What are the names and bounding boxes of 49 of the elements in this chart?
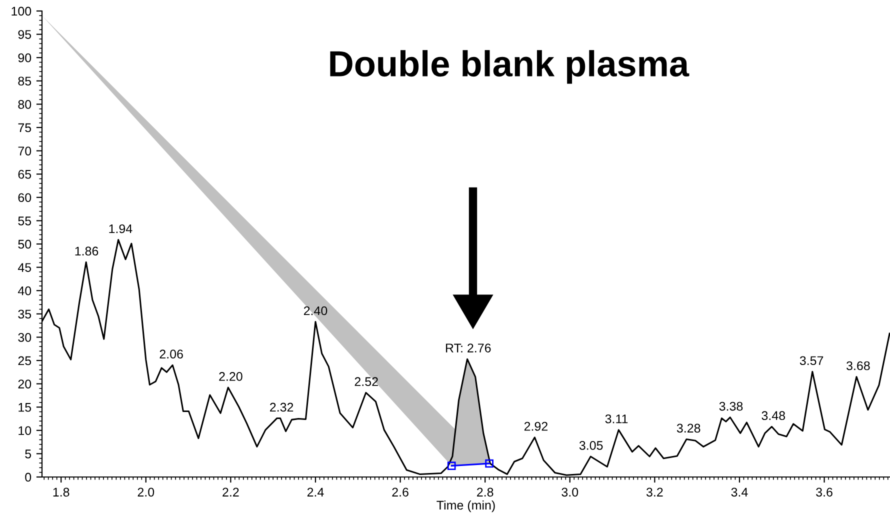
annotation: 1.94 — [109, 224, 132, 234]
y-tick-label: 15 — [18, 403, 32, 412]
annotation: 1.86 — [75, 246, 98, 256]
y-tick-label: 90 — [18, 53, 32, 62]
x-tick-label: 1.8 — [53, 488, 70, 497]
y-tick-label: 45 — [18, 263, 32, 272]
y-tick-label: 40 — [18, 286, 32, 296]
annotation: 2.06 — [160, 350, 183, 359]
x-tick-label: 3.6 — [816, 488, 832, 497]
annotation: 3.38 — [719, 402, 743, 411]
annotation: 2.40 — [304, 306, 328, 316]
y-tick-label: 85 — [18, 76, 32, 86]
annotation: 2.52 — [354, 377, 378, 386]
x-tick-label: 3.0 — [562, 488, 578, 497]
x-axis-title: Time (min) — [436, 500, 495, 512]
y-tick-label: 75 — [18, 123, 32, 132]
y-tick-label: 95 — [18, 30, 32, 39]
y-tick-label: 20 — [18, 380, 32, 388]
y-tick-label: 55 — [18, 216, 32, 226]
y-tick-label: 0 — [25, 472, 32, 482]
annotation: 3.28 — [676, 424, 700, 433]
y-tick-label: 10 — [18, 426, 32, 436]
x-tick-label: 3.2 — [646, 488, 663, 497]
annotation: 2.32 — [270, 402, 294, 412]
annotation: 2.20 — [219, 372, 242, 381]
y-tick-label: 5 — [25, 450, 32, 458]
annotation: 3.68 — [846, 361, 870, 370]
annotation: 3.48 — [762, 411, 786, 420]
y-tick-label: 60 — [18, 193, 32, 202]
x-tick-label: 2.4 — [307, 488, 324, 496]
annotation: RT: 2.76 — [446, 344, 491, 352]
annotation: 3.57 — [800, 356, 824, 366]
y-tick-label: 65 — [18, 170, 32, 179]
x-tick-label: 2.6 — [392, 488, 408, 497]
text: Double blank plasma — [330, 50, 690, 84]
y-tick-label: 50 — [18, 240, 32, 249]
x-tick-label: 3.4 — [731, 488, 748, 497]
x-tick-label: 2.8 — [477, 488, 494, 497]
y-tick-label: 100 — [12, 6, 32, 16]
y-tick-label: 80 — [18, 100, 32, 109]
x-tick-label: 2.0 — [138, 488, 154, 497]
y-tick-label: 25 — [18, 356, 32, 366]
annotation: 2.92 — [524, 422, 548, 431]
y-tick-label: 30 — [18, 333, 32, 342]
annotation: 3.05 — [579, 441, 603, 450]
annotation: 3.11 — [605, 414, 628, 424]
y-tick-label: 70 — [18, 146, 32, 156]
x-tick-label: 2.2 — [222, 488, 239, 496]
y-tick-label: 35 — [18, 310, 32, 319]
